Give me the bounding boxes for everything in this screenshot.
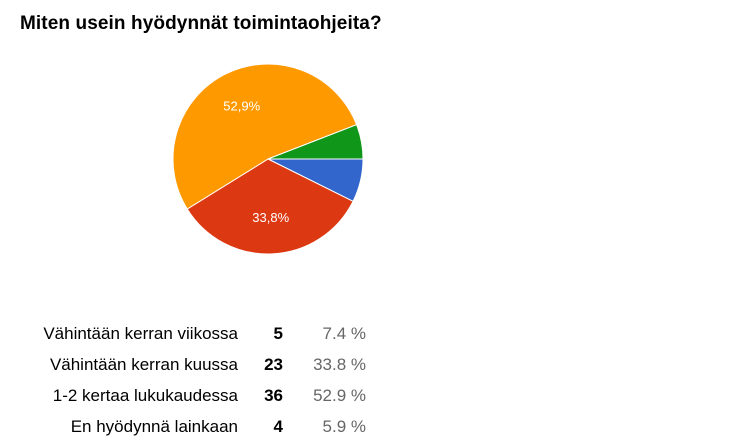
chart-title: Miten usein hyödynnät toimintaohjeita? — [20, 13, 382, 34]
summary-percent: 52.9 % — [313, 386, 366, 405]
summary-count: 36 — [264, 386, 283, 405]
pie-slice-label-per-term: 52,9% — [223, 98, 260, 113]
pie-slice-never — [267, 124, 364, 160]
pie-slice-monthly — [186, 158, 354, 255]
summary-label: Vähintään kerran kuussa — [49, 355, 238, 374]
summary-row: Vähintään kerran viikossa 5 7.4 % — [0, 318, 400, 349]
summary-count: 23 — [264, 355, 283, 374]
pie-slice-label-monthly: 33,8% — [252, 210, 289, 225]
summary-label: Vähintään kerran viikossa — [43, 324, 238, 343]
summary-row: Vähintään kerran kuussa 23 33.8 % — [0, 349, 400, 380]
summary-label: 1-2 kertaa lukukaudessa — [52, 386, 238, 405]
summary-percent: 33.8 % — [313, 355, 366, 374]
summary-row: 1-2 kertaa lukukaudessa 36 52.9 % — [0, 380, 400, 411]
summary-percent: 5.9 % — [322, 417, 366, 436]
summary-count: 5 — [273, 324, 283, 343]
summary-count: 4 — [273, 417, 283, 436]
pie-slice-per-term — [172, 63, 358, 210]
pie-chart: 33,8% 52,9% — [172, 63, 364, 255]
summary-row: En hyödynnä lainkaan 4 5.9 % — [0, 411, 400, 442]
summary-table: Vähintään kerran viikossa 5 7.4 % Vähint… — [0, 318, 400, 442]
summary-label: En hyödynnä lainkaan — [70, 417, 238, 436]
summary-percent: 7.4 % — [322, 324, 366, 343]
